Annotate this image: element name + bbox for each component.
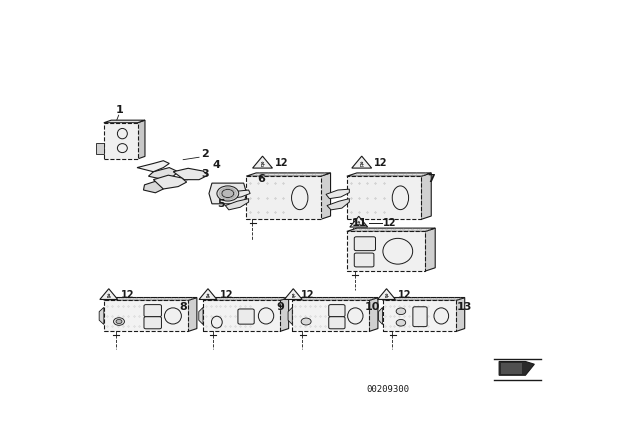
Polygon shape: [499, 362, 534, 375]
Text: 13: 13: [457, 302, 472, 312]
Polygon shape: [383, 301, 456, 332]
Polygon shape: [378, 307, 383, 324]
Text: 5: 5: [217, 199, 225, 209]
Text: 6: 6: [257, 174, 266, 184]
Polygon shape: [154, 175, 187, 189]
Polygon shape: [280, 297, 289, 332]
Polygon shape: [100, 289, 118, 299]
Polygon shape: [188, 297, 197, 332]
Text: 12: 12: [275, 159, 289, 168]
Polygon shape: [292, 301, 369, 332]
Polygon shape: [350, 216, 368, 227]
Polygon shape: [104, 123, 138, 159]
Polygon shape: [137, 161, 169, 172]
Ellipse shape: [434, 308, 449, 324]
Polygon shape: [421, 173, 431, 220]
Polygon shape: [352, 156, 372, 168]
Polygon shape: [378, 289, 396, 299]
FancyBboxPatch shape: [144, 305, 161, 317]
Polygon shape: [288, 307, 292, 324]
Text: 12: 12: [220, 290, 234, 300]
Ellipse shape: [211, 316, 222, 328]
Polygon shape: [500, 363, 522, 374]
Polygon shape: [347, 173, 431, 176]
Polygon shape: [199, 307, 203, 324]
Circle shape: [396, 308, 406, 314]
Polygon shape: [203, 297, 289, 301]
Polygon shape: [347, 176, 421, 220]
Text: 12: 12: [301, 290, 314, 300]
FancyBboxPatch shape: [413, 307, 427, 327]
Polygon shape: [347, 232, 425, 271]
Polygon shape: [456, 297, 465, 332]
Ellipse shape: [292, 186, 308, 210]
FancyBboxPatch shape: [355, 237, 376, 250]
Circle shape: [396, 319, 406, 326]
FancyBboxPatch shape: [144, 317, 161, 329]
Text: 12: 12: [374, 159, 388, 168]
Circle shape: [301, 318, 311, 325]
Polygon shape: [104, 301, 188, 332]
Ellipse shape: [383, 238, 413, 264]
Polygon shape: [347, 228, 435, 232]
Polygon shape: [292, 297, 378, 301]
Polygon shape: [99, 307, 104, 324]
Polygon shape: [209, 183, 246, 204]
Polygon shape: [326, 189, 349, 198]
Polygon shape: [284, 289, 302, 299]
Text: 2: 2: [202, 149, 209, 159]
Circle shape: [116, 319, 122, 323]
Polygon shape: [425, 228, 435, 271]
Polygon shape: [253, 156, 273, 168]
FancyBboxPatch shape: [329, 305, 345, 317]
Polygon shape: [246, 173, 330, 176]
Text: 9: 9: [276, 302, 284, 312]
Polygon shape: [203, 301, 280, 332]
Polygon shape: [327, 198, 349, 210]
Text: 12: 12: [397, 290, 411, 300]
Circle shape: [222, 190, 234, 198]
Ellipse shape: [117, 129, 127, 139]
Polygon shape: [138, 120, 145, 159]
Text: 11: 11: [352, 218, 367, 228]
Text: 4: 4: [213, 160, 221, 170]
FancyBboxPatch shape: [329, 317, 345, 329]
Polygon shape: [246, 176, 321, 220]
Text: 1: 1: [116, 105, 124, 115]
Text: 00209300: 00209300: [366, 384, 409, 393]
Text: 12: 12: [383, 219, 396, 228]
Polygon shape: [143, 181, 163, 193]
Text: 7: 7: [428, 174, 435, 184]
Polygon shape: [148, 168, 178, 179]
Polygon shape: [224, 190, 250, 198]
Circle shape: [113, 318, 124, 325]
Polygon shape: [225, 198, 249, 210]
Ellipse shape: [348, 308, 363, 324]
Ellipse shape: [164, 308, 181, 324]
Text: 10: 10: [365, 302, 380, 312]
Ellipse shape: [259, 308, 274, 324]
Text: 8: 8: [179, 302, 187, 312]
Ellipse shape: [117, 144, 127, 153]
Polygon shape: [199, 289, 217, 299]
Text: 3: 3: [202, 169, 209, 179]
Text: 12: 12: [121, 290, 134, 300]
Polygon shape: [104, 120, 145, 123]
Polygon shape: [383, 297, 465, 301]
FancyBboxPatch shape: [355, 253, 374, 267]
Ellipse shape: [392, 186, 408, 210]
Polygon shape: [97, 142, 104, 154]
Polygon shape: [173, 168, 208, 180]
FancyBboxPatch shape: [238, 309, 254, 324]
Polygon shape: [369, 297, 378, 332]
Circle shape: [217, 186, 239, 201]
Polygon shape: [321, 173, 330, 220]
Polygon shape: [104, 297, 197, 301]
